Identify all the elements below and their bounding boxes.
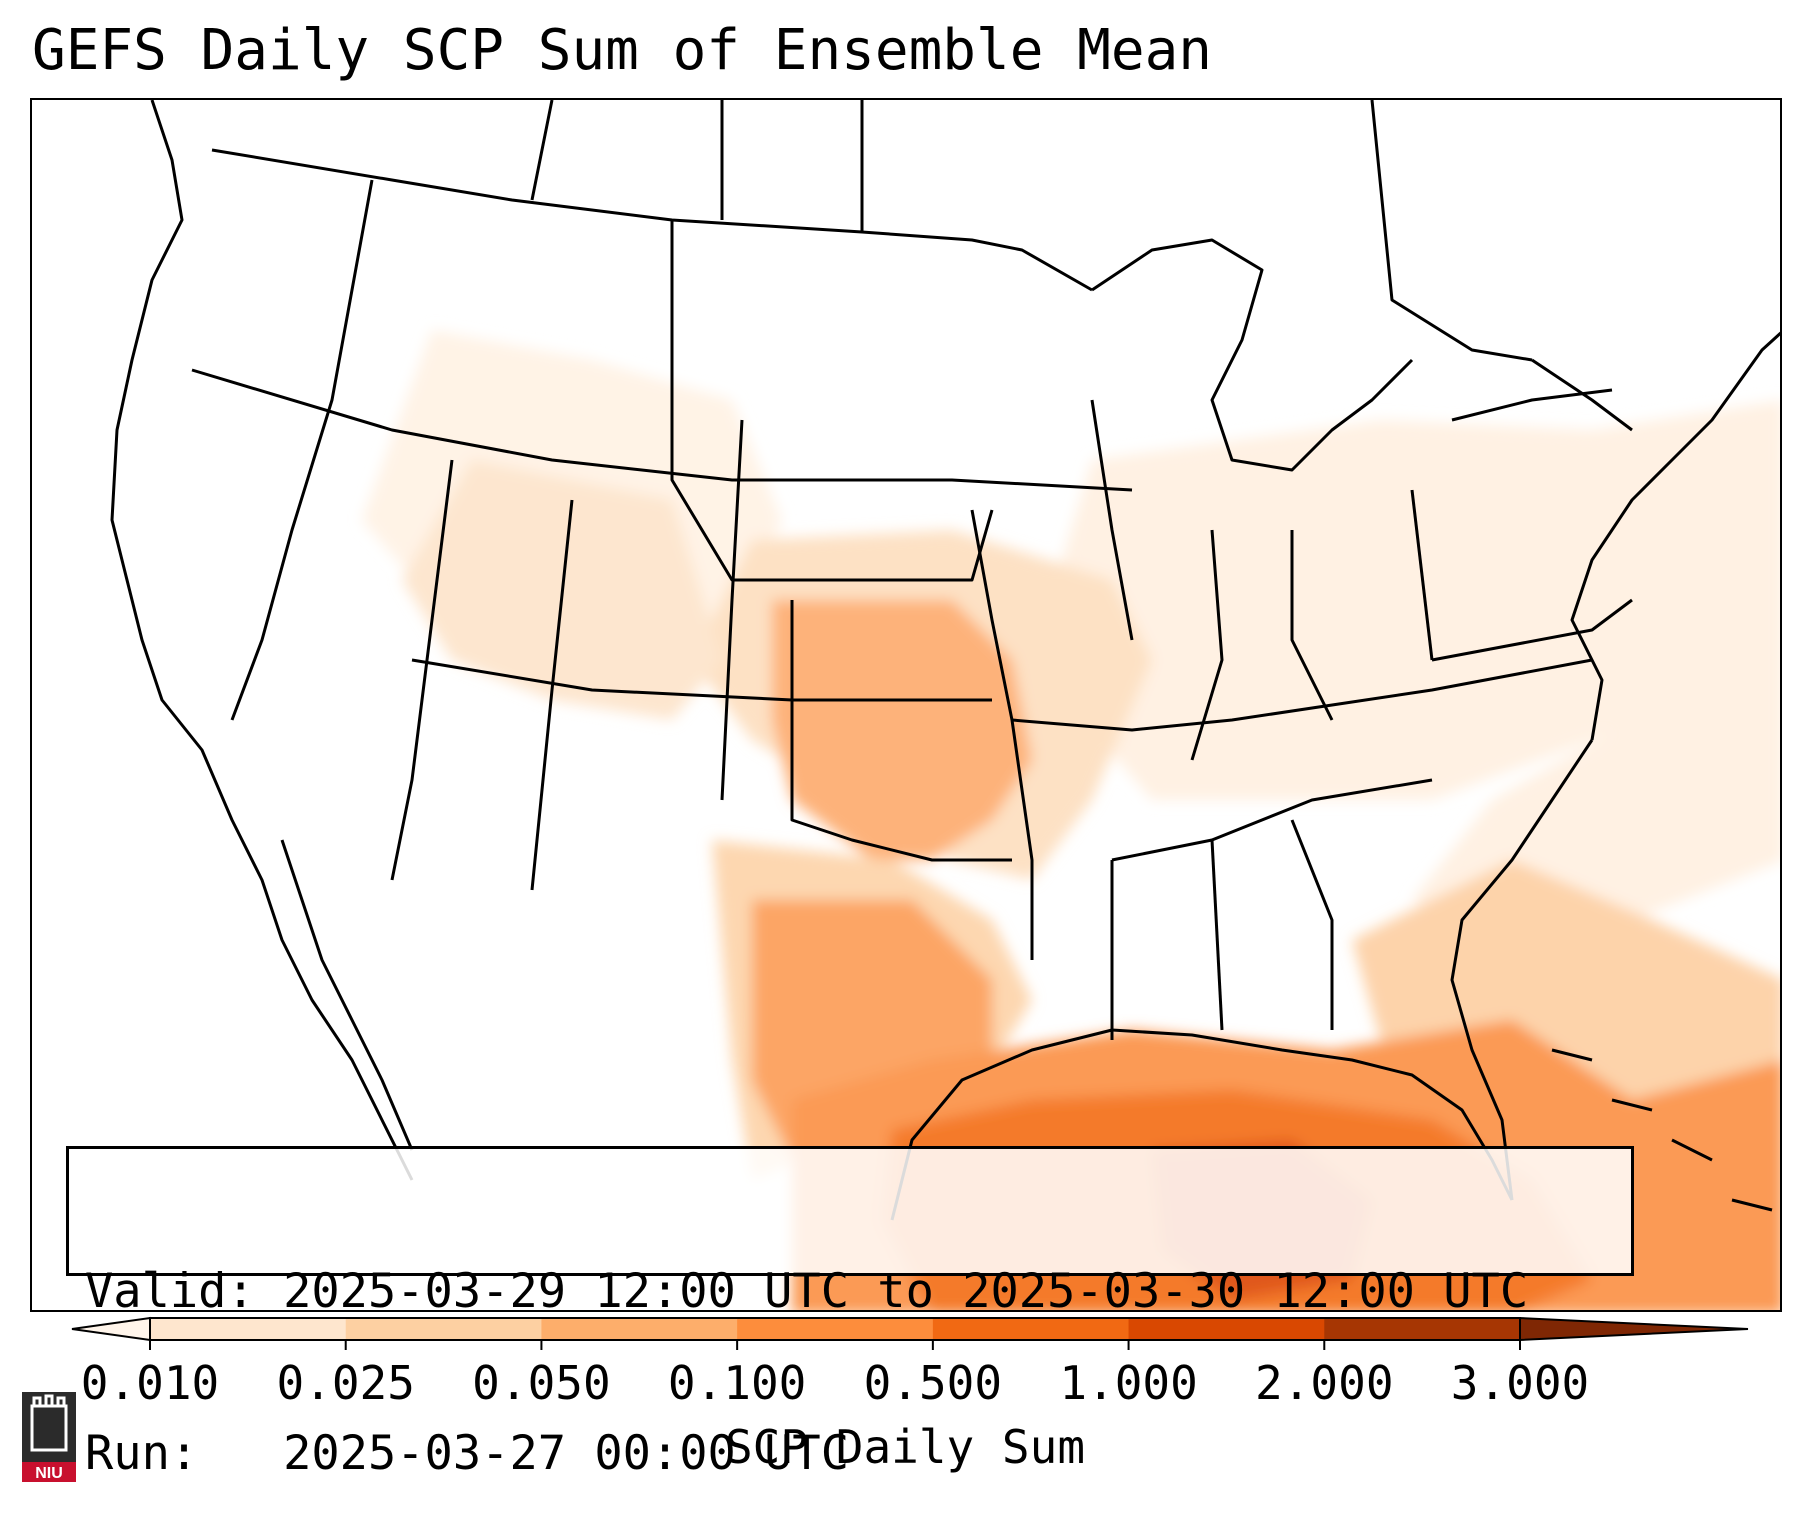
- colorbar-segment: [1128, 1318, 1325, 1340]
- colorbar-segment: [1324, 1318, 1521, 1340]
- colorbar-segment: [932, 1318, 1130, 1340]
- bahamas-island: [1611, 1098, 1653, 1112]
- state-border-13: [1290, 819, 1334, 1030]
- state-border-15: [1290, 530, 1334, 721]
- shade-medium-plains: [772, 600, 1032, 860]
- colorbar: [71, 1316, 1749, 1350]
- state-border-6: [411, 658, 992, 702]
- scp-map: [110, 100, 1780, 1310]
- west-coastline: [110, 100, 414, 1181]
- colorbar-tick-label: 2.000: [1255, 1356, 1394, 1410]
- state-border-25: [1451, 388, 1613, 422]
- state-border-21: [530, 100, 554, 201]
- colorbar-segment: [541, 1318, 738, 1340]
- valid-value: 2025-03-29 12:00 UTC to 2025-03-30 12:00…: [283, 1264, 1529, 1319]
- logo-text: NIU: [35, 1465, 63, 1482]
- colorbar-tick-label: 0.500: [863, 1356, 1003, 1410]
- colorbar-tick-label: 3.000: [1450, 1356, 1590, 1410]
- state-border-24: [1431, 598, 1633, 662]
- boundary-lines: [110, 100, 1780, 1221]
- run-label: Run:: [85, 1426, 199, 1481]
- colorbar-under-extension: [71, 1316, 151, 1342]
- state-border-2: [191, 368, 1133, 492]
- bahamas-island: [1671, 1138, 1713, 1162]
- colorbar-title: SCP Daily Sum: [724, 1420, 1086, 1474]
- hispaniola-island: [1731, 1198, 1773, 1212]
- colorbar-segments: [71, 1316, 1749, 1342]
- valid-label: Valid:: [85, 1264, 255, 1319]
- niu-logo-icon: NIU: [22, 1392, 76, 1482]
- scp-shading-layer: [362, 330, 1780, 1310]
- baja-peninsula: [280, 839, 414, 1151]
- colorbar-segment: [150, 1318, 347, 1340]
- state-border-16: [1410, 489, 1434, 661]
- state-border-10: [1111, 778, 1433, 862]
- florida-east-coast: [1450, 739, 1594, 1201]
- colorbar-ticks: [149, 1340, 1521, 1350]
- colorbar-segment: [345, 1318, 542, 1340]
- canada-us-border: [211, 148, 1093, 292]
- map-title: GEFS Daily SCP Sum of Ensemble Mean: [32, 18, 1213, 83]
- colorbar-tick-label: 0.100: [667, 1356, 807, 1410]
- great-lakes-shore: [1091, 238, 1414, 472]
- shade-lightest-northeast: [1032, 400, 1780, 800]
- state-border-7: [790, 600, 1012, 862]
- state-border-9: [1011, 658, 1593, 732]
- valid-run-info-box: Valid: 2025-03-29 12:00 UTC to 2025-03-3…: [66, 1146, 1634, 1481]
- colorbar-segment: [737, 1318, 934, 1340]
- colorbar-outline: [149, 1317, 1521, 1341]
- state-border-4: [530, 499, 574, 891]
- map-panel: [30, 98, 1782, 1312]
- state-border-3: [390, 459, 454, 881]
- caribbean-islands: [1551, 1048, 1773, 1212]
- colorbar-tick-label: 0.010: [80, 1356, 220, 1410]
- run-value: 2025-03-27 00:00 UTC: [283, 1426, 850, 1481]
- run-row: Run: 2025-03-27 00:00 UTC: [85, 1427, 1631, 1481]
- gulf-coastline: [890, 1028, 1514, 1221]
- bahamas-island: [1551, 1048, 1593, 1062]
- state-border-18: [670, 220, 994, 582]
- state-border-17: [1090, 399, 1134, 641]
- colorbar-tick-label: 0.050: [472, 1356, 611, 1410]
- state-border-22: [1370, 100, 1533, 362]
- state-border-23: [1531, 358, 1633, 432]
- state-border-14: [1190, 529, 1224, 761]
- colorbar-over-extension: [1519, 1316, 1749, 1342]
- valid-row: Valid: 2025-03-29 12:00 UTC to 2025-03-3…: [85, 1265, 1631, 1319]
- state-border-5: [720, 419, 744, 801]
- state-border-12: [1210, 839, 1224, 1031]
- state-border-1: [230, 179, 374, 721]
- colorbar-tick-label: 1.000: [1059, 1356, 1198, 1410]
- colorbar-tick-label: 0.025: [276, 1356, 415, 1410]
